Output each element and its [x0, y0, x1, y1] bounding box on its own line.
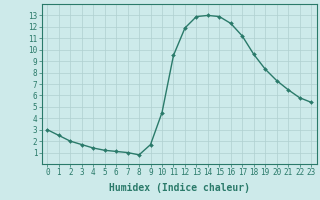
- X-axis label: Humidex (Indice chaleur): Humidex (Indice chaleur): [109, 183, 250, 193]
